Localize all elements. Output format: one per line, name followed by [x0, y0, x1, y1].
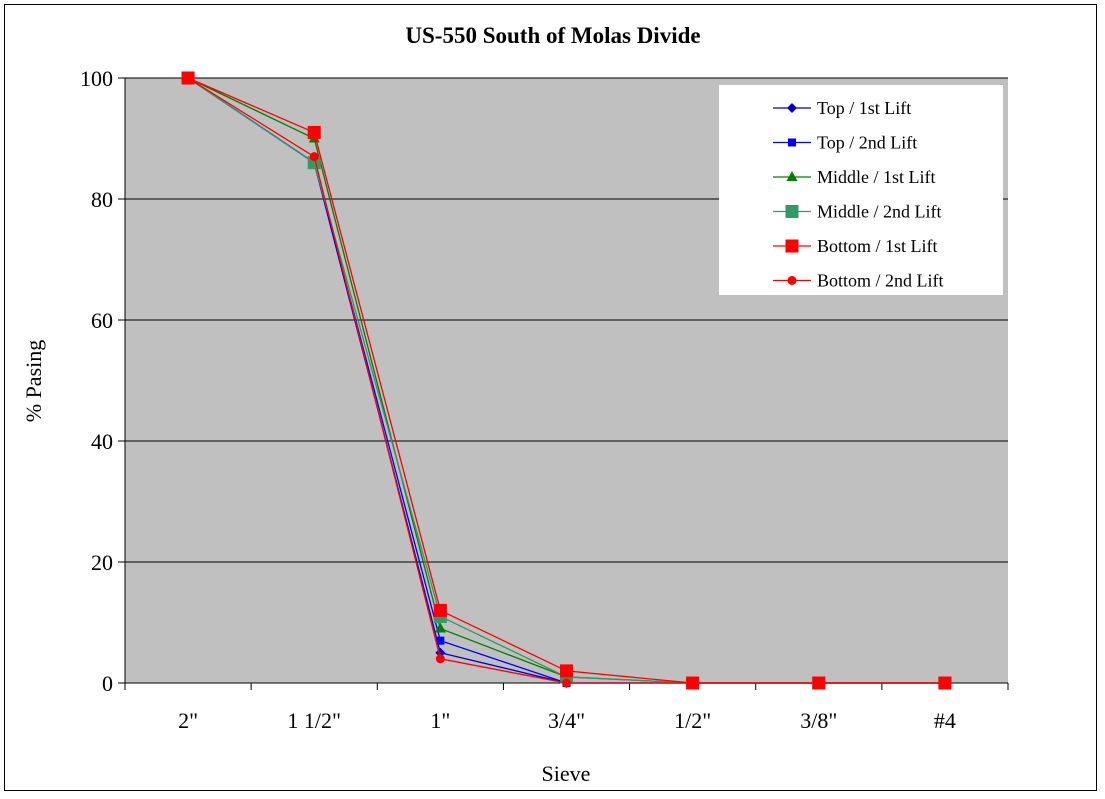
point-marker	[434, 622, 446, 633]
point-marker	[433, 603, 447, 617]
point-marker	[940, 678, 950, 688]
point-marker	[562, 678, 571, 688]
legend-label: Top / 1st Lift	[817, 98, 911, 118]
legend-label: Middle / 2nd Lift	[817, 202, 942, 222]
x-tick-label: 1"	[430, 708, 450, 733]
legend-item: Middle / 1st Lift	[773, 167, 936, 187]
legend-box	[719, 85, 1003, 295]
y-tick-label: 80	[91, 187, 113, 212]
point-marker	[787, 103, 797, 113]
legend-item: Middle / 2nd Lift	[773, 202, 942, 222]
legend-items: Top / 1st Lift Top / 2nd Lift Middle / 1st…	[773, 98, 944, 291]
gridlines	[125, 77, 1008, 563]
point-marker	[307, 125, 321, 139]
x-tick-label: 3/4"	[548, 708, 585, 733]
point-marker	[560, 664, 573, 678]
legend-item: Top / 1st Lift	[773, 98, 911, 118]
point-marker	[786, 171, 798, 181]
point-marker	[785, 239, 799, 253]
y-tick-label: 60	[91, 308, 113, 333]
y-tick-label: 100	[80, 66, 113, 91]
x-tick-label: #4	[934, 708, 956, 733]
legend-label: Bottom / 1st Lift	[817, 236, 938, 256]
y-tick-label: 40	[91, 429, 113, 454]
legend: Top / 1st Lift Top / 2nd Lift Middle / 1st…	[719, 85, 1003, 295]
chart: US-550 South of Molas Divide 0 20 40 60 80 10…	[21, 23, 1009, 786]
legend-item: Bottom / 1st Lift	[773, 236, 938, 256]
x-tick-label: 1/2"	[674, 708, 711, 733]
point-marker	[435, 654, 445, 664]
legend-label: Middle / 1st Lift	[817, 167, 936, 187]
point-marker	[787, 276, 797, 285]
series-layer	[181, 71, 952, 690]
x-tick-label: 2"	[178, 708, 198, 733]
x-tick-label: 1 1/2"	[287, 708, 341, 733]
x-tick-label: 3/8"	[800, 708, 837, 733]
point-marker	[788, 138, 796, 147]
point-marker	[183, 73, 193, 83]
point-marker	[688, 678, 698, 688]
legend-item: Top / 2nd Lift	[773, 133, 917, 153]
point-marker	[814, 678, 824, 688]
legend-label: Top / 2nd Lift	[817, 133, 917, 153]
y-tick-label: 0	[102, 671, 113, 696]
chart-title: US-550 South of Molas Divide	[405, 23, 700, 48]
x-axis-label: Sieve	[542, 761, 591, 786]
point-marker	[436, 636, 445, 645]
chart-frame: US-550 South of Molas Divide 0 20 40 60 80 10…	[4, 4, 1097, 791]
point-marker	[309, 152, 319, 162]
series-6	[183, 73, 950, 688]
legend-label: Bottom / 2nd Lift	[817, 271, 944, 291]
y-tick-label: 20	[91, 550, 113, 575]
legend-item: Bottom / 2nd Lift	[773, 271, 944, 291]
axes: 0 20 40 60 80 100 2" 1 1/2" 1" 3/4" 1/2" 3/8" #4	[80, 66, 1009, 733]
point-marker	[785, 205, 799, 218]
y-axis-label: % Pasing	[21, 340, 46, 423]
